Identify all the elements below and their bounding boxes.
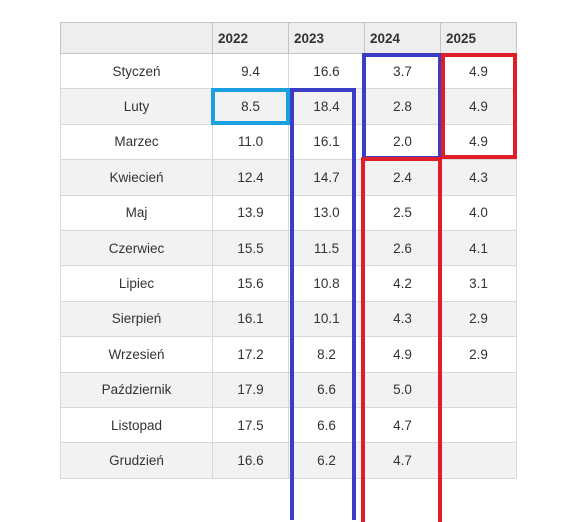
cell-2023: 10.1 (288, 300, 365, 338)
cell-month: Kwiecień (60, 159, 213, 196)
cell-2022: 12.4 (212, 159, 289, 196)
cell-2024: 2.6 (364, 229, 441, 267)
cell-2022: 17.9 (212, 371, 289, 408)
table-row: Listopad 17.5 6.6 4.7 (60, 406, 517, 444)
cell-2024: 4.2 (364, 265, 441, 302)
cell-2023: 18.4 (288, 88, 365, 125)
cell-2022: 15.5 (212, 229, 289, 267)
cell-2025: 4.0 (440, 194, 517, 231)
cell-2023: 16.6 (288, 52, 365, 90)
cell-2024: 4.7 (364, 442, 441, 479)
cell-2023: 14.7 (288, 159, 365, 196)
table-body: Styczeń 9.4 16.6 3.7 4.9 Luty 8.5 18.4 2.8 4.9 Mar… (60, 52, 517, 479)
cell-2024: 2.4 (364, 159, 441, 196)
cell-month: Marzec (60, 123, 213, 161)
table-row: Lipiec 15.6 10.8 4.2 3.1 (60, 265, 517, 302)
cell-2025: 4.1 (440, 229, 517, 267)
cell-2022: 15.6 (212, 265, 289, 302)
cell-month: Czerwiec (60, 229, 213, 267)
header-year-2023: 2023 (288, 22, 365, 54)
cell-2022: 17.2 (212, 336, 289, 373)
cell-2022: 8.5 (212, 88, 289, 125)
cell-2025: 4.9 (440, 88, 517, 125)
cell-2023: 16.1 (288, 123, 365, 161)
cell-month: Listopad (60, 406, 213, 444)
table-row: Styczeń 9.4 16.6 3.7 4.9 (60, 52, 517, 90)
cell-month: Styczeń (60, 52, 213, 90)
cell-month: Grudzień (60, 442, 213, 479)
cell-2025 (440, 442, 517, 479)
cell-2024: 4.3 (364, 300, 441, 338)
table-row: Październik 17.9 6.6 5.0 (60, 371, 517, 408)
table-row: Luty 8.5 18.4 2.8 4.9 (60, 88, 517, 125)
inflation-table: 2022 2023 2024 2025 Styczeń 9.4 16.6 3.7 4.9… (60, 22, 517, 479)
cell-2022: 17.5 (212, 406, 289, 444)
cell-2025: 3.1 (440, 265, 517, 302)
cell-2022: 11.0 (212, 123, 289, 161)
table-row: Wrzesień 17.2 8.2 4.9 2.9 (60, 336, 517, 373)
cell-month: Luty (60, 88, 213, 125)
header-year-2022: 2022 (212, 22, 289, 54)
table-row: Czerwiec 15.5 11.5 2.6 4.1 (60, 229, 517, 267)
cell-month: Październik (60, 371, 213, 408)
cell-2022: 13.9 (212, 194, 289, 231)
cell-2023: 11.5 (288, 229, 365, 267)
cell-month: Lipiec (60, 265, 213, 302)
cell-2025: 4.3 (440, 159, 517, 196)
cell-2023: 6.2 (288, 442, 365, 479)
cell-month: Maj (60, 194, 213, 231)
cell-2022: 16.6 (212, 442, 289, 479)
table-row: Kwiecień 12.4 14.7 2.4 4.3 (60, 159, 517, 196)
header-year-2024: 2024 (364, 22, 441, 54)
cell-month: Wrzesień (60, 336, 213, 373)
cell-2024: 4.9 (364, 336, 441, 373)
cell-2024: 3.7 (364, 52, 441, 90)
cell-2022: 16.1 (212, 300, 289, 338)
table-row: Grudzień 16.6 6.2 4.7 (60, 442, 517, 479)
table-row: Sierpień 16.1 10.1 4.3 2.9 (60, 300, 517, 338)
cell-2025: 2.9 (440, 336, 517, 373)
cell-2025: 4.9 (440, 52, 517, 90)
cell-2023: 10.8 (288, 265, 365, 302)
cell-2022: 9.4 (212, 52, 289, 90)
cell-2023: 13.0 (288, 194, 365, 231)
cell-2024: 4.7 (364, 406, 441, 444)
header-year-2025: 2025 (440, 22, 517, 54)
cell-2024: 2.8 (364, 88, 441, 125)
table-row: Maj 13.9 13.0 2.5 4.0 (60, 194, 517, 231)
cell-2024: 2.0 (364, 123, 441, 161)
cell-2023: 6.6 (288, 371, 365, 408)
cell-2025 (440, 406, 517, 444)
cell-2025: 4.9 (440, 123, 517, 161)
cell-2024: 5.0 (364, 371, 441, 408)
cell-2024: 2.5 (364, 194, 441, 231)
table-row: Marzec 11.0 16.1 2.0 4.9 (60, 123, 517, 161)
header-month (60, 22, 213, 54)
cell-2023: 8.2 (288, 336, 365, 373)
cell-month: Sierpień (60, 300, 213, 338)
cell-2025: 2.9 (440, 300, 517, 338)
header-row: 2022 2023 2024 2025 (60, 22, 517, 54)
cell-2023: 6.6 (288, 406, 365, 444)
cell-2025 (440, 371, 517, 408)
